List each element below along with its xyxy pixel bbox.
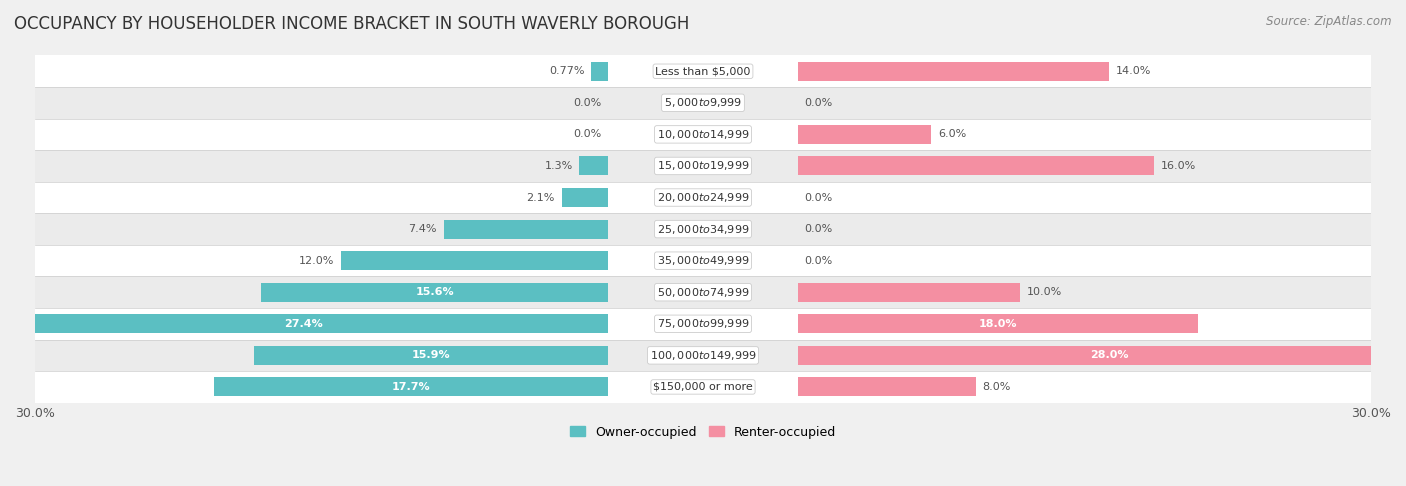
Text: Less than $5,000: Less than $5,000: [655, 66, 751, 76]
Bar: [35, 213, 1371, 245]
Text: 15.6%: 15.6%: [415, 287, 454, 297]
Text: $50,000 to $74,999: $50,000 to $74,999: [657, 286, 749, 299]
Text: 8.0%: 8.0%: [983, 382, 1011, 392]
Text: 7.4%: 7.4%: [408, 224, 437, 234]
Text: 10.0%: 10.0%: [1026, 287, 1063, 297]
Text: 16.0%: 16.0%: [1160, 161, 1197, 171]
Bar: [35, 371, 1371, 403]
Bar: [254, 346, 609, 365]
Bar: [797, 314, 1198, 333]
Text: 0.77%: 0.77%: [548, 66, 585, 76]
Text: $15,000 to $19,999: $15,000 to $19,999: [657, 159, 749, 173]
Text: 0.0%: 0.0%: [574, 98, 602, 108]
Text: 27.4%: 27.4%: [284, 319, 322, 329]
Text: $20,000 to $24,999: $20,000 to $24,999: [657, 191, 749, 204]
Text: 28.0%: 28.0%: [1090, 350, 1129, 360]
Bar: [443, 220, 609, 239]
Bar: [342, 251, 609, 270]
Text: $35,000 to $49,999: $35,000 to $49,999: [657, 254, 749, 267]
Bar: [35, 245, 1371, 277]
Text: $25,000 to $34,999: $25,000 to $34,999: [657, 223, 749, 236]
Text: OCCUPANCY BY HOUSEHOLDER INCOME BRACKET IN SOUTH WAVERLY BOROUGH: OCCUPANCY BY HOUSEHOLDER INCOME BRACKET …: [14, 15, 689, 33]
Bar: [797, 156, 1154, 175]
Bar: [35, 277, 1371, 308]
Text: $75,000 to $99,999: $75,000 to $99,999: [657, 317, 749, 330]
Bar: [35, 87, 1371, 119]
Bar: [262, 283, 609, 302]
Text: 0.0%: 0.0%: [574, 129, 602, 139]
Text: $5,000 to $9,999: $5,000 to $9,999: [664, 96, 742, 109]
Bar: [591, 62, 609, 81]
Text: 2.1%: 2.1%: [526, 192, 555, 203]
Text: 15.9%: 15.9%: [412, 350, 451, 360]
Text: $100,000 to $149,999: $100,000 to $149,999: [650, 349, 756, 362]
Text: 0.0%: 0.0%: [804, 224, 832, 234]
Bar: [35, 182, 1371, 213]
Text: 6.0%: 6.0%: [938, 129, 966, 139]
Text: 1.3%: 1.3%: [544, 161, 572, 171]
Legend: Owner-occupied, Renter-occupied: Owner-occupied, Renter-occupied: [565, 420, 841, 444]
Bar: [579, 156, 609, 175]
Text: 12.0%: 12.0%: [299, 256, 335, 266]
Text: 0.0%: 0.0%: [804, 256, 832, 266]
Bar: [797, 125, 931, 144]
Text: Source: ZipAtlas.com: Source: ZipAtlas.com: [1267, 15, 1392, 28]
Text: 14.0%: 14.0%: [1116, 66, 1152, 76]
Bar: [35, 119, 1371, 150]
Bar: [561, 188, 609, 207]
Bar: [797, 346, 1406, 365]
Text: 0.0%: 0.0%: [804, 98, 832, 108]
Bar: [35, 55, 1371, 87]
Text: 17.7%: 17.7%: [392, 382, 430, 392]
Bar: [214, 378, 609, 397]
Bar: [35, 340, 1371, 371]
Bar: [35, 308, 1371, 340]
Text: $150,000 or more: $150,000 or more: [654, 382, 752, 392]
Text: 18.0%: 18.0%: [979, 319, 1018, 329]
Text: $10,000 to $14,999: $10,000 to $14,999: [657, 128, 749, 141]
Bar: [797, 62, 1109, 81]
Text: 0.0%: 0.0%: [804, 192, 832, 203]
Bar: [797, 378, 976, 397]
Bar: [797, 283, 1021, 302]
Bar: [0, 314, 609, 333]
Bar: [35, 150, 1371, 182]
